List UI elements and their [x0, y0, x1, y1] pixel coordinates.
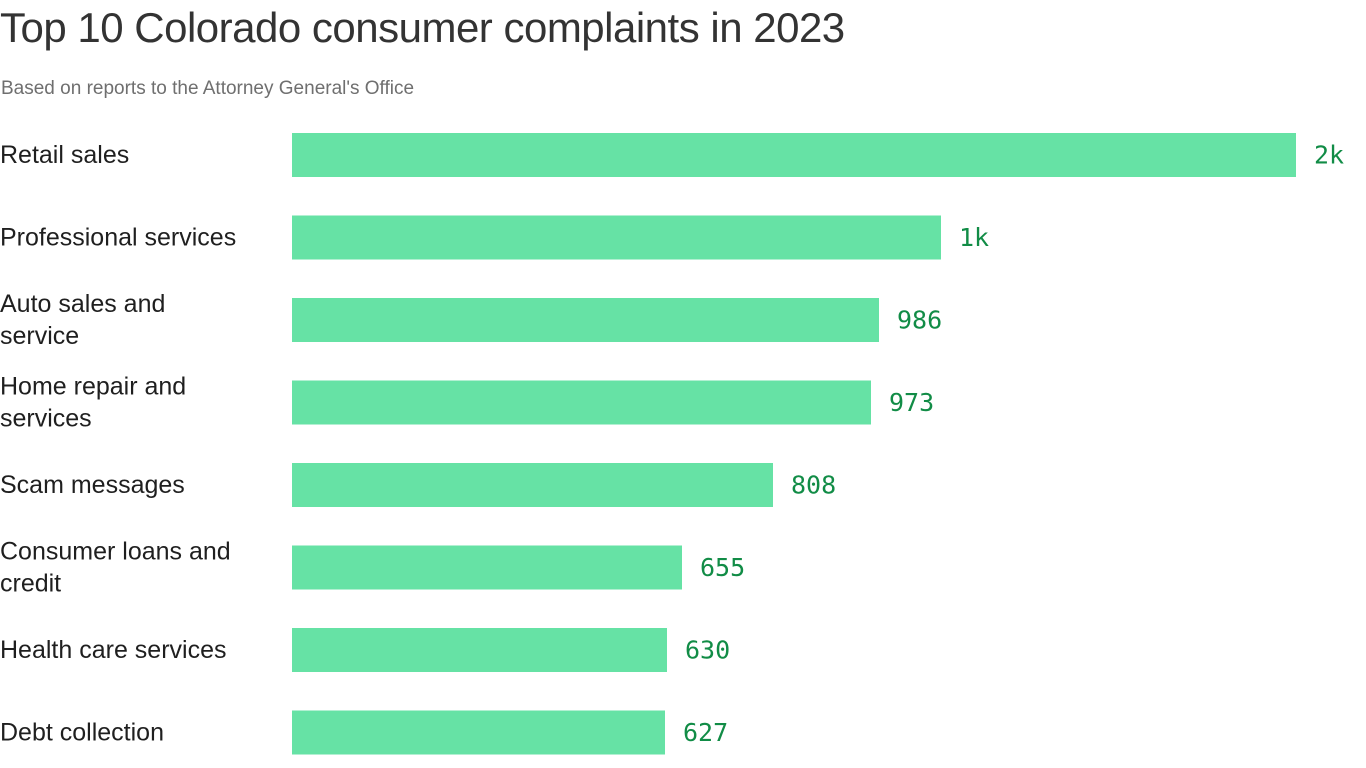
- category-label-professional-services: Professional services: [0, 224, 236, 252]
- bar-consumer-loans-and-credit: [292, 545, 682, 590]
- bar-home-repair-and-services: [292, 380, 871, 425]
- category-label-health-care-services: Health care services: [0, 636, 226, 664]
- category-label-auto-sales-and-service: Auto sales and service: [0, 290, 165, 350]
- category-label-debt-collection: Debt collection: [0, 719, 164, 747]
- value-label-professional-services: 1k: [959, 223, 989, 252]
- value-label-auto-sales-and-service: 986: [897, 306, 942, 335]
- category-label-consumer-loans-and-credit: Consumer loans and credit: [0, 538, 231, 598]
- bar-retail-sales: [292, 133, 1296, 177]
- value-label-retail-sales: 2k: [1314, 141, 1344, 170]
- value-label-debt-collection: 627: [683, 718, 728, 747]
- category-label-retail-sales: Retail sales: [0, 141, 129, 169]
- category-label-scam-messages: Scam messages: [0, 471, 185, 499]
- chart-title: Top 10 Colorado consumer complaints in 2…: [0, 4, 845, 51]
- bar-auto-sales-and-service: [292, 298, 879, 342]
- category-label-home-repair-and-services: Home repair and services: [0, 373, 186, 433]
- bar-professional-services: [292, 215, 941, 260]
- bar-debt-collection: [292, 710, 665, 755]
- value-label-home-repair-and-services: 973: [889, 388, 934, 417]
- bar-health-care-services: [292, 628, 667, 672]
- value-label-consumer-loans-and-credit: 655: [700, 553, 745, 582]
- chart-subtitle: Based on reports to the Attorney General…: [1, 78, 415, 99]
- value-label-scam-messages: 808: [791, 471, 836, 500]
- value-label-health-care-services: 630: [685, 636, 730, 665]
- bar-scam-messages: [292, 463, 773, 507]
